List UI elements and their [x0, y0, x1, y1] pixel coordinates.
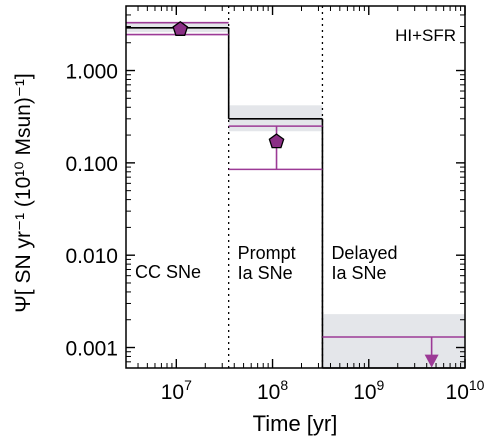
uncertainty-bands: [126, 22, 465, 368]
bin-label-1-0: Prompt: [238, 243, 296, 263]
band-2: [322, 314, 465, 368]
x-axis-title: Time [yr]: [253, 411, 338, 436]
y-tick-label-2: 0.010: [65, 245, 118, 268]
bin-label-1-1: Ia SNe: [238, 263, 293, 283]
y-tick-labels: 1.000 0.100 0.010 0.001: [65, 61, 118, 361]
hi-sfr-annotation: HI+SFR: [395, 26, 456, 45]
x-tick-label-1: 108: [257, 377, 288, 404]
plot-frame: [125, 5, 466, 369]
bin-boundaries: [228, 6, 324, 368]
bin-label-0-0: CC SNe: [135, 262, 201, 282]
x-tick-label-0: 107: [161, 377, 192, 404]
pentagon-marker-1: [268, 133, 285, 149]
x-tick-label-2: 109: [353, 377, 384, 404]
y-tick-label-0: 1.000: [65, 61, 118, 84]
x-tick-label-3: 1010: [446, 377, 485, 404]
upper-limit-arrow-2: [424, 354, 439, 368]
pentagon-marker-0: [172, 20, 189, 36]
y-tick-label-3: 0.001: [65, 338, 118, 361]
data-markers: [172, 20, 285, 149]
bin-label-2-1: Ia SNe: [331, 263, 386, 283]
y-axis-title: Ψ[ SN yr⁻¹ (10¹⁰ Msun)⁻¹]: [12, 73, 35, 312]
x-tick-labels: 107 108 109 1010: [161, 377, 485, 404]
bin-label-2-0: Delayed: [331, 243, 397, 263]
y-tick-label-1: 0.100: [65, 153, 118, 176]
axis-ticks: [126, 6, 466, 369]
